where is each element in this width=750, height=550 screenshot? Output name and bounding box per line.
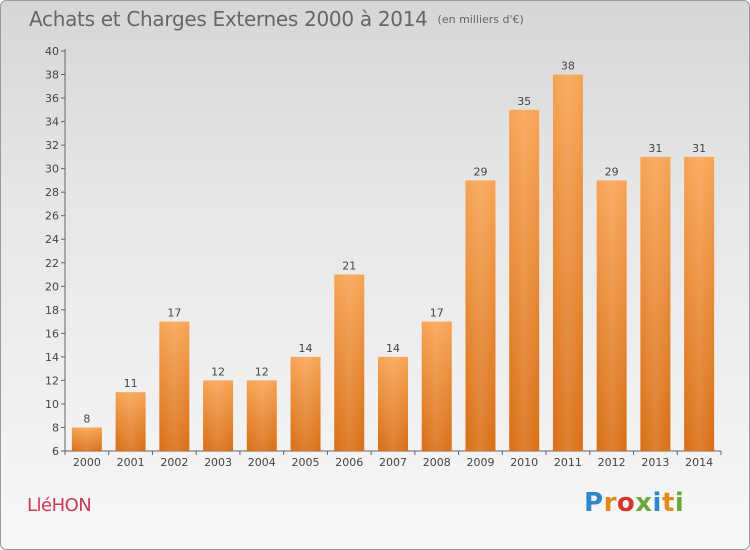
x-tick-label: 2007: [379, 456, 407, 469]
bar-highlight: [290, 356, 321, 451]
logo-letter: r: [603, 488, 617, 518]
y-tick-label: 38: [45, 69, 59, 82]
bar-value-label: 21: [342, 260, 356, 273]
y-tick-label: 26: [45, 210, 59, 223]
bar-highlight: [640, 156, 671, 451]
y-tick-label: 32: [45, 139, 59, 152]
bar-highlight: [71, 427, 102, 451]
proxiti-logo: Proxiti: [584, 488, 684, 518]
commune-name: LléHON: [27, 495, 92, 516]
y-tick-label: 8: [52, 421, 59, 434]
bar-value-label: 31: [692, 142, 706, 155]
x-tick-label: 2011: [554, 456, 582, 469]
bar-highlight: [159, 321, 190, 451]
y-tick-label: 18: [45, 304, 59, 317]
y-tick-label: 24: [45, 233, 59, 246]
y-tick-label: 40: [45, 45, 59, 58]
y-tick-label: 20: [45, 280, 59, 293]
x-tick-label: 2006: [335, 456, 363, 469]
y-tick-label: 28: [45, 186, 59, 199]
logo-letter: x: [635, 488, 653, 518]
y-tick-label: 34: [45, 116, 59, 129]
bar-highlight: [596, 180, 627, 452]
bar-value-label: 29: [605, 165, 619, 178]
logo-letter: i: [674, 488, 685, 518]
x-tick-label: 2000: [73, 456, 101, 469]
bar-value-label: 35: [517, 95, 531, 108]
bar-value-label: 17: [167, 307, 181, 320]
x-tick-label: 2003: [204, 456, 232, 469]
logo-letter: P: [584, 488, 604, 518]
bar-value-label: 38: [561, 60, 575, 73]
y-tick-label: 14: [45, 351, 59, 364]
bar-highlight: [203, 380, 234, 451]
bar-value-label: 12: [255, 365, 269, 378]
bar-value-label: 11: [124, 377, 138, 390]
logo-letter: t: [661, 488, 675, 518]
x-tick-label: 2002: [160, 456, 188, 469]
x-tick-label: 2010: [510, 456, 538, 469]
x-tick-label: 2014: [685, 456, 713, 469]
logo-letter: o: [616, 488, 636, 518]
bar-highlight: [509, 109, 540, 451]
bar-highlight: [421, 321, 452, 451]
y-tick-label: 12: [45, 374, 59, 387]
bar-value-label: 14: [299, 342, 313, 355]
y-tick-label: 30: [45, 163, 59, 176]
x-tick-label: 2012: [598, 456, 626, 469]
logo-letter: i: [652, 488, 662, 518]
x-tick-label: 2009: [466, 456, 494, 469]
y-tick-label: 6: [52, 445, 59, 458]
x-tick-label: 2013: [641, 456, 669, 469]
chart-subtitle: (en milliers d'€): [437, 13, 524, 26]
y-tick-label: 22: [45, 257, 59, 270]
x-tick-label: 2008: [423, 456, 451, 469]
bar-value-label: 31: [648, 142, 662, 155]
bar-highlight: [684, 156, 715, 451]
bar-value-label: 29: [473, 165, 487, 178]
bar-highlight: [465, 180, 496, 452]
x-tick-label: 2005: [292, 456, 320, 469]
y-tick-label: 10: [45, 398, 59, 411]
x-tick-label: 2001: [117, 456, 145, 469]
title-row: Achats et Charges Externes 2000 à 2014 (e…: [29, 7, 524, 31]
bar-value-label: 12: [211, 365, 225, 378]
bar-highlight: [334, 274, 365, 451]
bar-highlight: [246, 380, 277, 451]
bar-highlight: [115, 392, 146, 451]
bar-value-label: 17: [430, 307, 444, 320]
bar-value-label: 14: [386, 342, 400, 355]
chart-title: Achats et Charges Externes 2000 à 2014: [29, 7, 428, 31]
y-tick-label: 36: [45, 92, 59, 105]
bar-value-label: 8: [83, 412, 90, 425]
bar-highlight: [378, 356, 408, 451]
x-tick-label: 2004: [248, 456, 276, 469]
bar-highlight: [552, 74, 583, 451]
y-tick-label: 16: [45, 327, 59, 340]
